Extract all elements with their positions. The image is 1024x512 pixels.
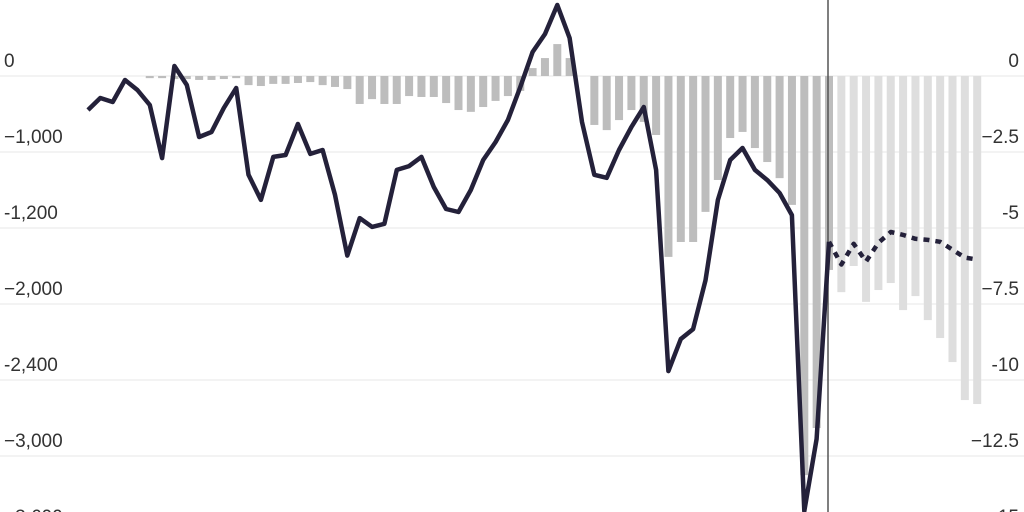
bar xyxy=(565,58,574,76)
bar xyxy=(392,76,401,104)
bar xyxy=(442,76,451,104)
bar xyxy=(281,76,290,84)
bar xyxy=(368,76,377,100)
bar xyxy=(528,68,537,76)
bar xyxy=(948,76,957,363)
bar xyxy=(874,76,883,291)
bar xyxy=(862,76,871,302)
bar xyxy=(738,76,747,132)
bar xyxy=(207,76,216,80)
bar xyxy=(973,76,982,405)
labels: 0 −1,000 -1,200 −2,000 -2,400 −3,000 −3,600 0 −2… xyxy=(4,51,1019,512)
bar xyxy=(713,76,722,180)
bar xyxy=(960,76,969,401)
y-tick-label: −3,600 xyxy=(4,507,63,512)
bar xyxy=(355,76,364,104)
bar xyxy=(232,76,241,79)
y-tick-label: -1,200 xyxy=(4,203,58,224)
y2-tick-label: −2.5 xyxy=(981,127,1019,148)
bar xyxy=(182,76,191,80)
bar xyxy=(269,76,278,84)
bar xyxy=(540,58,549,76)
bar xyxy=(775,76,784,179)
y2-tick-label: −7.5 xyxy=(981,279,1019,300)
bar xyxy=(886,76,895,284)
grid xyxy=(0,75,1024,457)
bar xyxy=(466,76,475,112)
bar xyxy=(750,76,759,149)
bar xyxy=(689,76,698,242)
bars xyxy=(145,44,982,476)
bar xyxy=(676,76,685,242)
bar xyxy=(195,76,204,80)
y2-tick-label: −12.5 xyxy=(971,431,1019,452)
y2-tick-label: -5 xyxy=(1002,203,1019,224)
bar xyxy=(158,76,167,79)
bar xyxy=(145,76,154,79)
bar xyxy=(454,76,463,111)
bar xyxy=(405,76,414,97)
bar xyxy=(615,76,624,121)
bar xyxy=(812,76,821,429)
bar xyxy=(800,76,809,476)
bar xyxy=(429,76,438,97)
bar xyxy=(936,76,945,339)
bar xyxy=(825,76,833,270)
bar xyxy=(639,76,648,122)
y-tick-label: −2,000 xyxy=(4,279,63,300)
bar xyxy=(627,76,636,111)
bar xyxy=(417,76,426,97)
line xyxy=(827,229,978,267)
bar xyxy=(763,76,772,163)
bar xyxy=(491,76,500,101)
bar xyxy=(911,76,920,297)
bar xyxy=(726,76,735,139)
bar xyxy=(318,76,327,86)
bar xyxy=(306,76,315,83)
y2-tick-label: −15 xyxy=(987,507,1019,512)
bar xyxy=(664,76,673,257)
bar xyxy=(602,76,611,131)
bar xyxy=(293,76,302,83)
bar xyxy=(899,76,908,311)
y-tick-label: -2,400 xyxy=(4,355,58,376)
bar xyxy=(849,76,858,266)
y-tick-label: 0 xyxy=(4,51,15,72)
bar xyxy=(479,76,488,108)
bar xyxy=(590,76,599,125)
lines xyxy=(86,2,978,512)
bar xyxy=(244,76,253,86)
bar xyxy=(923,76,932,321)
bar xyxy=(837,76,846,293)
bar xyxy=(380,76,389,104)
bar xyxy=(343,76,352,90)
y2-tick-label: -10 xyxy=(992,355,1019,376)
bar xyxy=(503,76,512,97)
bar xyxy=(701,76,710,212)
bar xyxy=(553,44,562,76)
bar xyxy=(331,76,339,87)
bar xyxy=(787,76,796,205)
line xyxy=(86,2,832,512)
bar xyxy=(652,76,661,135)
y2-tick-label: 0 xyxy=(1008,51,1019,72)
y-tick-label: −1,000 xyxy=(4,127,63,148)
y-tick-label: −3,000 xyxy=(4,431,63,452)
bar xyxy=(256,76,265,87)
bar xyxy=(219,76,228,80)
